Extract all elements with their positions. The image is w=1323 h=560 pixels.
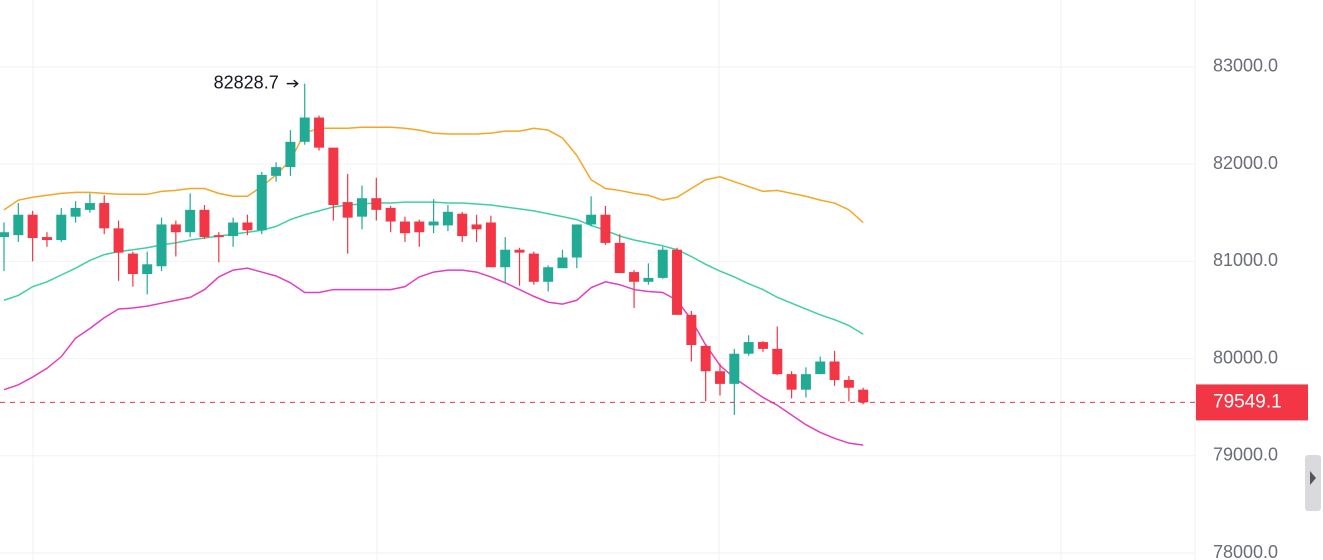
y-tick-label: 83000.0 (1213, 56, 1278, 76)
candle-body (27, 214, 38, 239)
scroll-arrow[interactable] (1310, 471, 1316, 485)
scroll-handle[interactable] (1305, 455, 1321, 511)
candle-body (629, 272, 640, 282)
candle-body (385, 207, 396, 222)
y-tick-label: 81000.0 (1213, 250, 1278, 270)
candle-body (199, 209, 210, 238)
candle-body (70, 207, 81, 217)
candle-body (99, 203, 110, 229)
candle-body (586, 214, 597, 225)
vertical-grid (32, 0, 1196, 560)
candle-body (743, 342, 754, 354)
candle-body (643, 277, 654, 282)
candle-body (142, 264, 153, 275)
candle-body (342, 202, 353, 218)
candle-body (285, 141, 296, 168)
candle-body (84, 203, 95, 210)
candle-body (600, 214, 611, 243)
candle-body (528, 253, 539, 282)
candle-body (13, 214, 24, 236)
last-price-label: 79549.1 (1213, 391, 1282, 412)
candle-body (242, 222, 253, 231)
candle-body (314, 117, 325, 148)
candle-body (514, 249, 525, 253)
candle-body (614, 242, 625, 274)
candle-body (56, 214, 67, 240)
candle-body (156, 224, 167, 267)
candle-body (757, 342, 768, 349)
candle-body (41, 237, 52, 240)
candle-body (829, 361, 840, 380)
band-line (3, 126, 864, 224)
candle-body (256, 174, 267, 231)
candle-body (0, 232, 9, 238)
candle-body (772, 348, 783, 375)
candle-body (213, 235, 224, 238)
candle-body (457, 213, 468, 237)
candle-body (371, 198, 382, 210)
y-tick-label: 82000.0 (1213, 153, 1278, 173)
candle-body (399, 221, 410, 234)
candle-body (729, 353, 740, 384)
candle-body (657, 249, 668, 278)
candle-body (557, 257, 568, 269)
candle-body (271, 167, 282, 176)
candle-body (471, 224, 482, 230)
y-tick-label: 79000.0 (1213, 445, 1278, 465)
y-tick-label: 80000.0 (1213, 347, 1278, 367)
candle-body (299, 117, 310, 142)
candle-body (700, 345, 711, 372)
candle-body (800, 374, 811, 390)
candle-body (672, 249, 683, 315)
candle-body (414, 221, 425, 233)
high-annotation: 82828.7 (214, 72, 279, 92)
candle-body (543, 267, 554, 282)
y-tick-label: 78000.0 (1213, 542, 1278, 560)
candle-body (858, 389, 869, 403)
candles (0, 83, 869, 415)
annotation-arrow (286, 79, 299, 88)
candle-body (786, 374, 797, 390)
candle-body (113, 228, 124, 253)
candle-body (328, 147, 339, 206)
candle-body (571, 224, 582, 258)
candle-body (843, 379, 854, 388)
candle-body (500, 249, 511, 268)
candle-body (357, 198, 367, 217)
candle-body (686, 314, 697, 345)
scroll-handle-body[interactable] (1305, 455, 1321, 511)
candle-body (428, 221, 439, 226)
candle-body (815, 361, 826, 375)
candle-body (228, 222, 239, 237)
candle-body (715, 371, 725, 384)
candle-body (170, 224, 181, 233)
candle-body (442, 211, 453, 226)
candle-body (485, 222, 496, 268)
candle-body (185, 209, 196, 233)
last-price-box (1196, 384, 1308, 421)
candle-body (127, 253, 138, 275)
